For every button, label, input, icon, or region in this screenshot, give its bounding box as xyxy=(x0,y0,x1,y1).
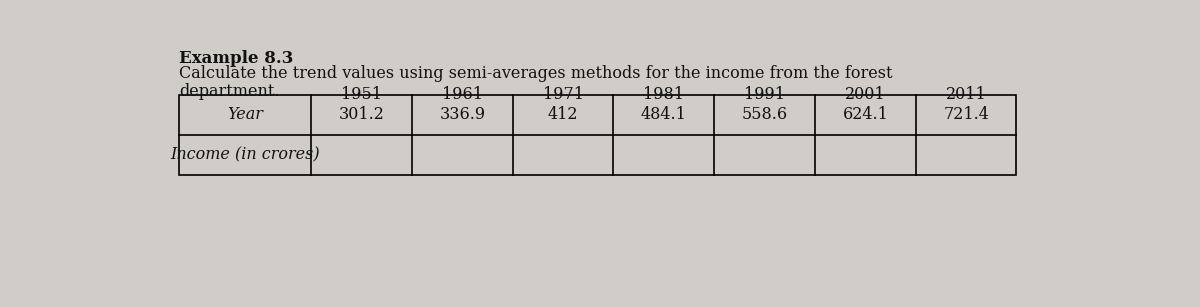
Text: department.: department. xyxy=(180,83,280,100)
Text: 1951: 1951 xyxy=(341,86,382,103)
Text: Year: Year xyxy=(227,106,263,123)
Text: Calculate the trend values using semi-averages methods for the income from the f: Calculate the trend values using semi-av… xyxy=(180,65,893,82)
Text: 1981: 1981 xyxy=(643,86,684,103)
Text: Income (in crores): Income (in crores) xyxy=(170,146,320,163)
Text: 721.4: 721.4 xyxy=(943,106,989,123)
Text: 2001: 2001 xyxy=(845,86,886,103)
Text: 1991: 1991 xyxy=(744,86,785,103)
Text: 484.1: 484.1 xyxy=(641,106,686,123)
Text: 624.1: 624.1 xyxy=(842,106,888,123)
Text: 301.2: 301.2 xyxy=(338,106,384,123)
Text: 1971: 1971 xyxy=(542,86,583,103)
Text: 558.6: 558.6 xyxy=(742,106,787,123)
Text: 2011: 2011 xyxy=(946,86,986,103)
Text: 336.9: 336.9 xyxy=(439,106,485,123)
Text: 1961: 1961 xyxy=(442,86,482,103)
Text: Example 8.3: Example 8.3 xyxy=(180,50,294,67)
Bar xyxy=(180,95,1016,175)
Text: 412: 412 xyxy=(548,106,578,123)
